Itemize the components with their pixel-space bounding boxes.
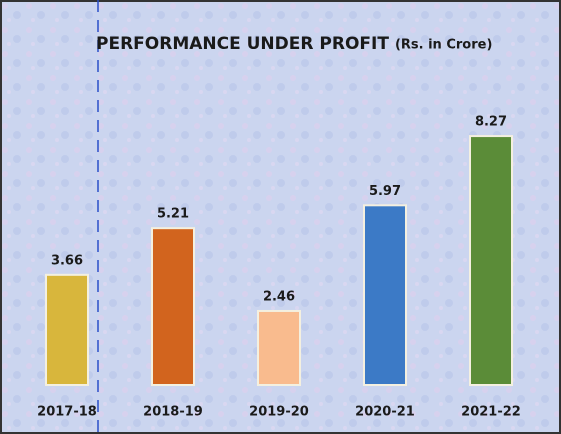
value-label: 3.66 <box>51 253 83 268</box>
bar <box>469 135 513 386</box>
x-tick-label: 2017-18 <box>37 405 97 420</box>
x-tick-label: 2019-20 <box>249 405 309 420</box>
bar <box>363 204 407 386</box>
value-label: 5.21 <box>157 207 189 222</box>
x-tick-label: 2021-22 <box>461 405 521 420</box>
x-tick-label: 2020-21 <box>355 405 415 420</box>
x-tick-label: 2018-19 <box>143 405 203 420</box>
value-label: 8.27 <box>475 115 507 130</box>
bar <box>151 227 195 386</box>
value-label: 5.97 <box>369 184 401 199</box>
bar <box>257 309 301 387</box>
value-label: 2.46 <box>263 289 295 304</box>
chart-subtitle: (Rs. in Crore) <box>395 38 492 53</box>
chart-title: PERFORMANCE UNDER PROFIT <box>96 34 389 54</box>
bar <box>45 273 89 387</box>
